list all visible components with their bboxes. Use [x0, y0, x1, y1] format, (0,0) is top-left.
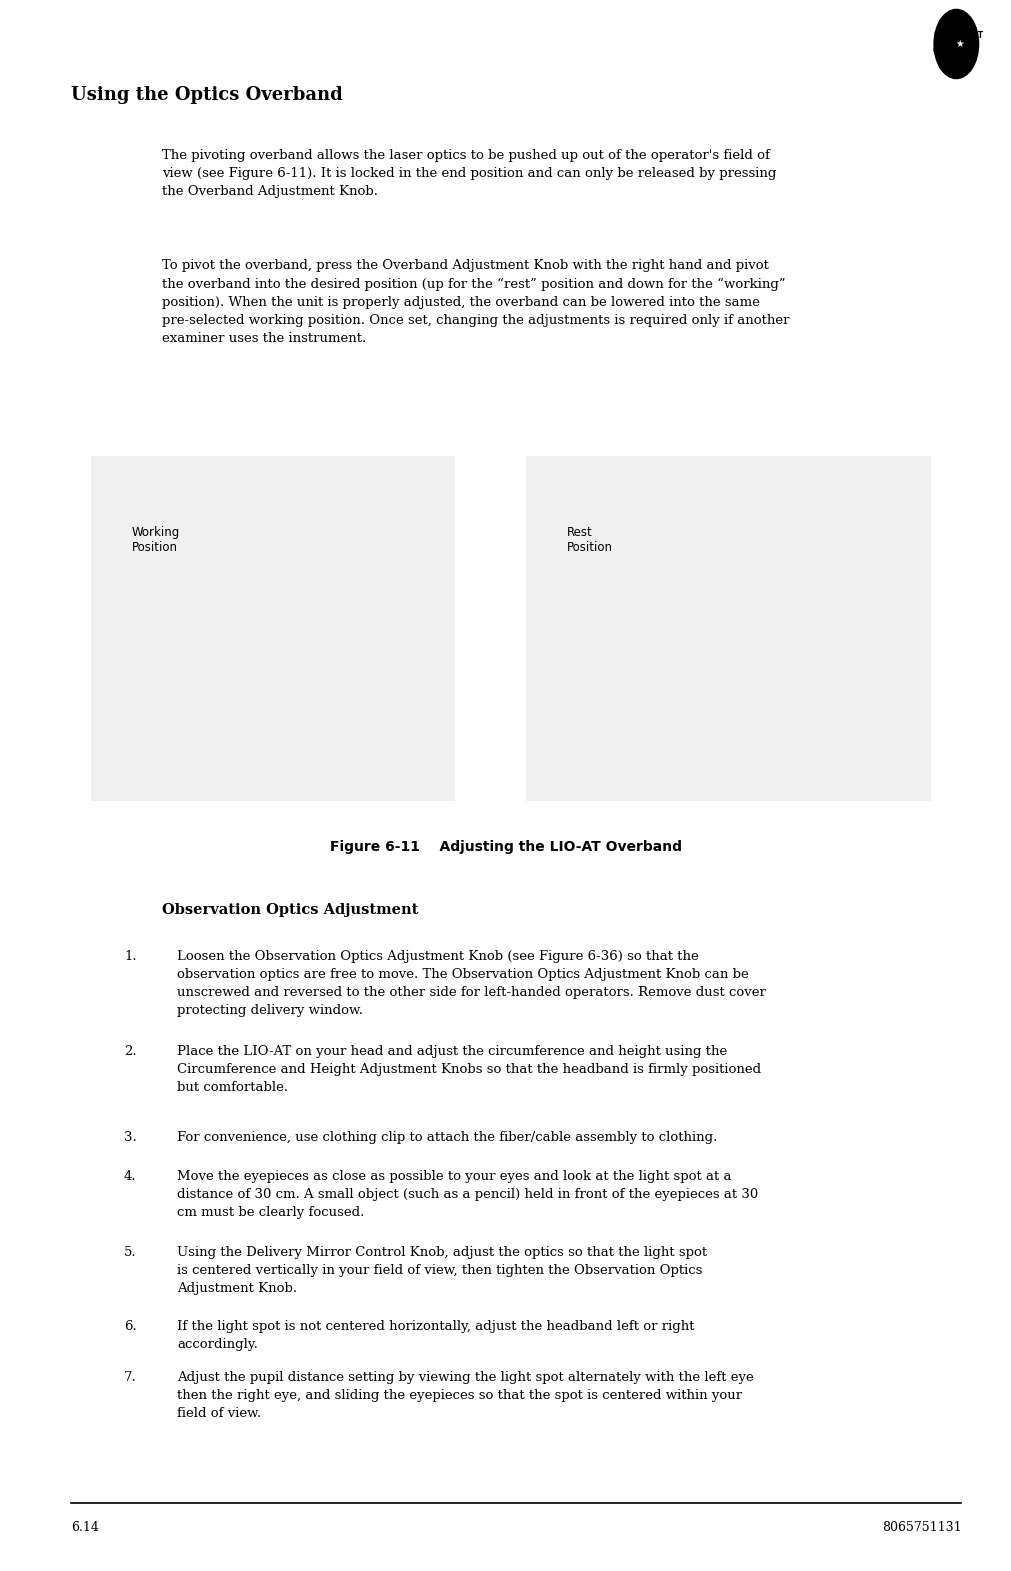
- Bar: [526, 456, 930, 801]
- Text: To pivot the overband, press the Overband Adjustment Knob with the right hand an: To pivot the overband, press the Overban…: [162, 259, 789, 344]
- Text: If the light spot is not centered horizontally, adjust the headband left or righ: If the light spot is not centered horizo…: [177, 1320, 694, 1351]
- Text: Adjust the pupil distance setting by viewing the light spot alternately with the: Adjust the pupil distance setting by vie…: [177, 1371, 753, 1420]
- Text: 3.: 3.: [123, 1131, 136, 1144]
- Text: Working
Position: Working Position: [131, 526, 180, 555]
- Text: 7.: 7.: [123, 1371, 136, 1384]
- Text: Rest
Position: Rest Position: [566, 526, 612, 555]
- Text: 2.: 2.: [124, 1045, 136, 1057]
- Text: Using the Optics Overband: Using the Optics Overband: [71, 86, 343, 104]
- Text: 1.: 1.: [124, 950, 136, 963]
- Text: The pivoting overband allows the laser optics to be pushed up out of the operato: The pivoting overband allows the laser o…: [162, 149, 775, 198]
- Text: 4.: 4.: [124, 1170, 136, 1183]
- Text: L A S E R: L A S E R: [932, 49, 956, 53]
- Bar: [91, 456, 455, 801]
- Text: Move the eyepieces as close as possible to your eyes and look at the light spot : Move the eyepieces as close as possible …: [177, 1170, 757, 1219]
- Text: Loosen the Observation Optics Adjustment Knob (see Figure 6-36) so that the
obse: Loosen the Observation Optics Adjustment…: [177, 950, 765, 1018]
- Text: Place the LIO-AT on your head and adjust the circumference and height using the
: Place the LIO-AT on your head and adjust…: [177, 1045, 760, 1093]
- Text: PUREPOINT: PUREPOINT: [932, 31, 982, 39]
- Circle shape: [933, 9, 978, 79]
- Text: For convenience, use clothing clip to attach the fiber/cable assembly to clothin: For convenience, use clothing clip to at…: [177, 1131, 717, 1144]
- Text: Figure 6-11    Adjusting the LIO-AT Overband: Figure 6-11 Adjusting the LIO-AT Overban…: [330, 840, 681, 855]
- Text: 6.14: 6.14: [71, 1521, 99, 1533]
- Text: 5.: 5.: [124, 1246, 136, 1258]
- Text: 6.: 6.: [123, 1320, 136, 1332]
- Text: Observation Optics Adjustment: Observation Optics Adjustment: [162, 903, 418, 917]
- Text: ★: ★: [954, 39, 963, 49]
- Text: Using the Delivery Mirror Control Knob, adjust the optics so that the light spot: Using the Delivery Mirror Control Knob, …: [177, 1246, 707, 1295]
- Text: 8065751131: 8065751131: [881, 1521, 960, 1533]
